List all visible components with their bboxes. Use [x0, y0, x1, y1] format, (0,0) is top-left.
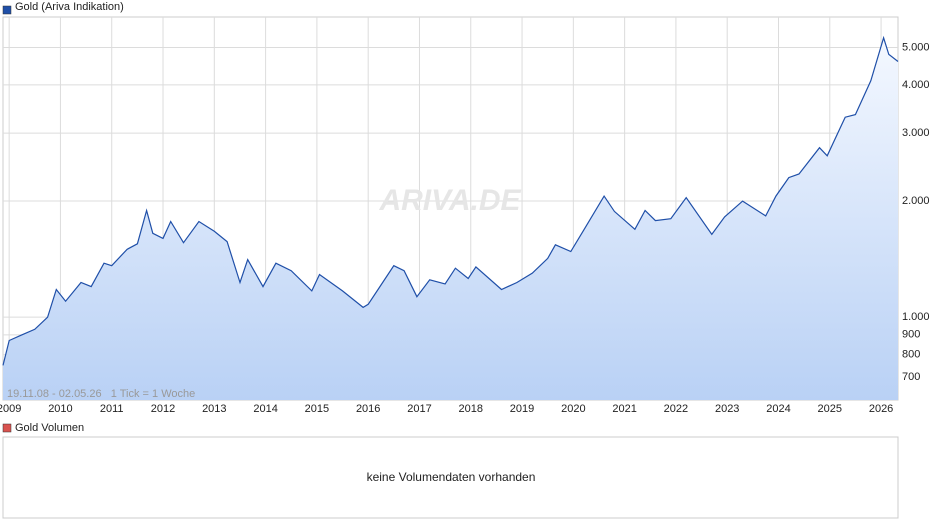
price-line [2, 35, 899, 366]
volume-message: keine Volumendaten vorhanden [367, 470, 536, 484]
x-tick-label: 2014 [253, 403, 277, 415]
date-range: 19.11.08 - 02.05.26 1 Tick = 1 Woche [7, 388, 195, 400]
x-tick-label: 2024 [766, 403, 790, 415]
volume-panel [2, 436, 899, 519]
x-tick-label: 2022 [664, 403, 688, 415]
x-tick-label: 2018 [459, 403, 483, 415]
x-tick-label: 2025 [818, 403, 842, 415]
x-tick-label: 2023 [715, 403, 739, 415]
y-tick-label: 2.000 [902, 195, 930, 207]
legend-label: Gold (Ariva Indikation) [15, 1, 124, 13]
legend-swatch [2, 5, 12, 15]
y-tick-label: 700 [902, 371, 920, 383]
watermark: ARIVA.DE [378, 184, 521, 217]
volume-title: Gold Volumen [15, 422, 84, 434]
x-tick-label: 2020 [561, 403, 585, 415]
x-tick-label: 2026 [869, 403, 893, 415]
x-tick-label: 2013 [202, 403, 226, 415]
y-tick-label: 5.000 [902, 41, 930, 53]
x-tick-label: 2021 [612, 403, 636, 415]
x-tick-label: 2016 [356, 403, 380, 415]
y-tick-label: 800 [902, 348, 920, 360]
y-tick-label: 900 [902, 329, 920, 341]
x-tick-label: 2009 [0, 403, 21, 415]
legend-swatch [2, 423, 12, 433]
area [3, 37, 898, 401]
x-tick-label: 2015 [305, 403, 329, 415]
x-tick-label: 2011 [100, 403, 124, 415]
y-tick-label: 3.000 [902, 127, 930, 139]
x-tick-label: 2012 [151, 403, 175, 415]
x-tick-label: 2010 [48, 403, 72, 415]
x-tick-label: 2019 [510, 403, 534, 415]
y-tick-label: 1.000 [902, 311, 930, 323]
y-tick-label: 4.000 [902, 79, 930, 91]
x-tick-label: 2017 [407, 403, 431, 415]
